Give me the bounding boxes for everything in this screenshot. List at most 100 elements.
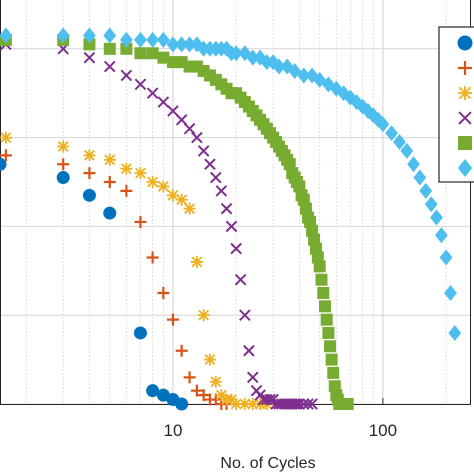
data-point-circle	[146, 384, 160, 398]
data-point-x	[288, 398, 301, 410]
data-point-star	[120, 162, 133, 175]
data-point-x	[134, 78, 147, 91]
data-point-plus	[458, 61, 472, 75]
data-point-star	[83, 149, 96, 162]
data-point-square	[319, 300, 332, 313]
data-point-x	[204, 158, 216, 171]
data-point-x	[458, 111, 472, 125]
x-tick-label: 10	[163, 421, 182, 440]
data-point-x	[215, 185, 228, 197]
data-point-plus	[103, 176, 116, 188]
data-point-square	[120, 42, 133, 55]
legend-item	[458, 136, 472, 150]
data-point-star	[103, 153, 116, 166]
data-point-diamond	[272, 58, 286, 75]
data-point-x	[302, 398, 314, 410]
data-point-square	[325, 353, 338, 366]
data-point-square	[313, 260, 326, 273]
data-point-square	[157, 51, 170, 64]
legend-item	[457, 159, 473, 177]
data-point-star	[203, 353, 216, 366]
data-point-square	[103, 42, 116, 55]
data-point-x	[146, 87, 159, 100]
series-x	[0, 38, 318, 410]
data-point-diamond	[175, 36, 189, 53]
data-point-star	[57, 140, 70, 153]
data-point-x	[293, 398, 306, 410]
data-point-diamond	[229, 45, 243, 62]
legend-box	[438, 26, 474, 183]
data-point-x	[230, 242, 242, 255]
data-point-plus	[134, 215, 147, 228]
data-point-star	[0, 131, 12, 144]
data-point-x	[243, 344, 255, 357]
legend-item	[458, 61, 472, 75]
data-point-x	[264, 393, 276, 406]
data-point-diamond	[0, 27, 13, 44]
data-point-plus	[146, 251, 159, 264]
data-point-x	[197, 145, 210, 157]
data-point-square	[83, 38, 96, 51]
data-point-diamond	[444, 285, 457, 301]
data-point-diamond	[313, 71, 327, 88]
data-point-plus	[57, 158, 70, 171]
data-point-circle	[175, 397, 189, 411]
data-point-x	[191, 131, 203, 144]
data-point-square	[327, 366, 340, 379]
data-point-plus	[190, 384, 203, 397]
data-point-diamond	[119, 31, 133, 48]
data-point-star	[209, 375, 222, 388]
data-point-star	[238, 398, 251, 410]
data-point-diamond	[457, 159, 473, 177]
series-plus	[0, 149, 233, 410]
grid-lines	[0, 0, 470, 405]
data-point-star	[190, 255, 203, 268]
data-markers	[0, 27, 462, 411]
data-point-diamond	[419, 182, 433, 199]
data-point-plus	[197, 389, 210, 402]
data-point-plus	[0, 149, 12, 162]
data-point-x	[225, 220, 238, 233]
data-point-star	[183, 202, 196, 215]
data-point-square	[183, 60, 196, 73]
data-point-x	[157, 96, 170, 108]
data-point-star	[215, 389, 228, 402]
data-point-square	[315, 273, 328, 286]
data-point-x	[220, 202, 233, 215]
data-point-x	[120, 69, 133, 82]
data-point-diamond	[183, 36, 196, 53]
data-point-circle	[103, 206, 117, 220]
data-point-square	[458, 136, 472, 150]
data-point-diamond	[448, 324, 462, 341]
data-point-plus	[157, 287, 170, 299]
data-point-diamond	[435, 227, 448, 244]
data-point-x	[239, 309, 251, 322]
data-point-star	[197, 309, 210, 322]
data-point-diamond	[430, 209, 443, 226]
data-point-star	[134, 167, 147, 180]
legend-item	[457, 35, 473, 51]
data-point-diamond	[400, 142, 414, 159]
data-point-diamond	[166, 36, 180, 53]
data-point-circle	[457, 35, 473, 51]
data-point-circle	[133, 326, 147, 340]
legend-item	[458, 86, 472, 100]
data-point-square	[322, 326, 335, 339]
data-point-diamond	[376, 116, 390, 133]
series-star	[0, 131, 273, 410]
data-point-square	[175, 56, 188, 69]
data-point-diamond	[156, 31, 170, 48]
data-point-star	[175, 193, 188, 206]
data-point-square	[320, 313, 333, 326]
data-point-diamond	[393, 134, 406, 151]
data-point-square	[317, 287, 330, 299]
data-point-plus	[120, 184, 133, 197]
data-point-square	[311, 251, 324, 264]
legend-item	[458, 111, 472, 125]
data-point-plus	[83, 167, 96, 180]
data-point-x	[297, 398, 310, 410]
data-point-star	[458, 86, 472, 100]
data-point-diamond	[134, 31, 147, 48]
data-point-square	[134, 47, 147, 60]
